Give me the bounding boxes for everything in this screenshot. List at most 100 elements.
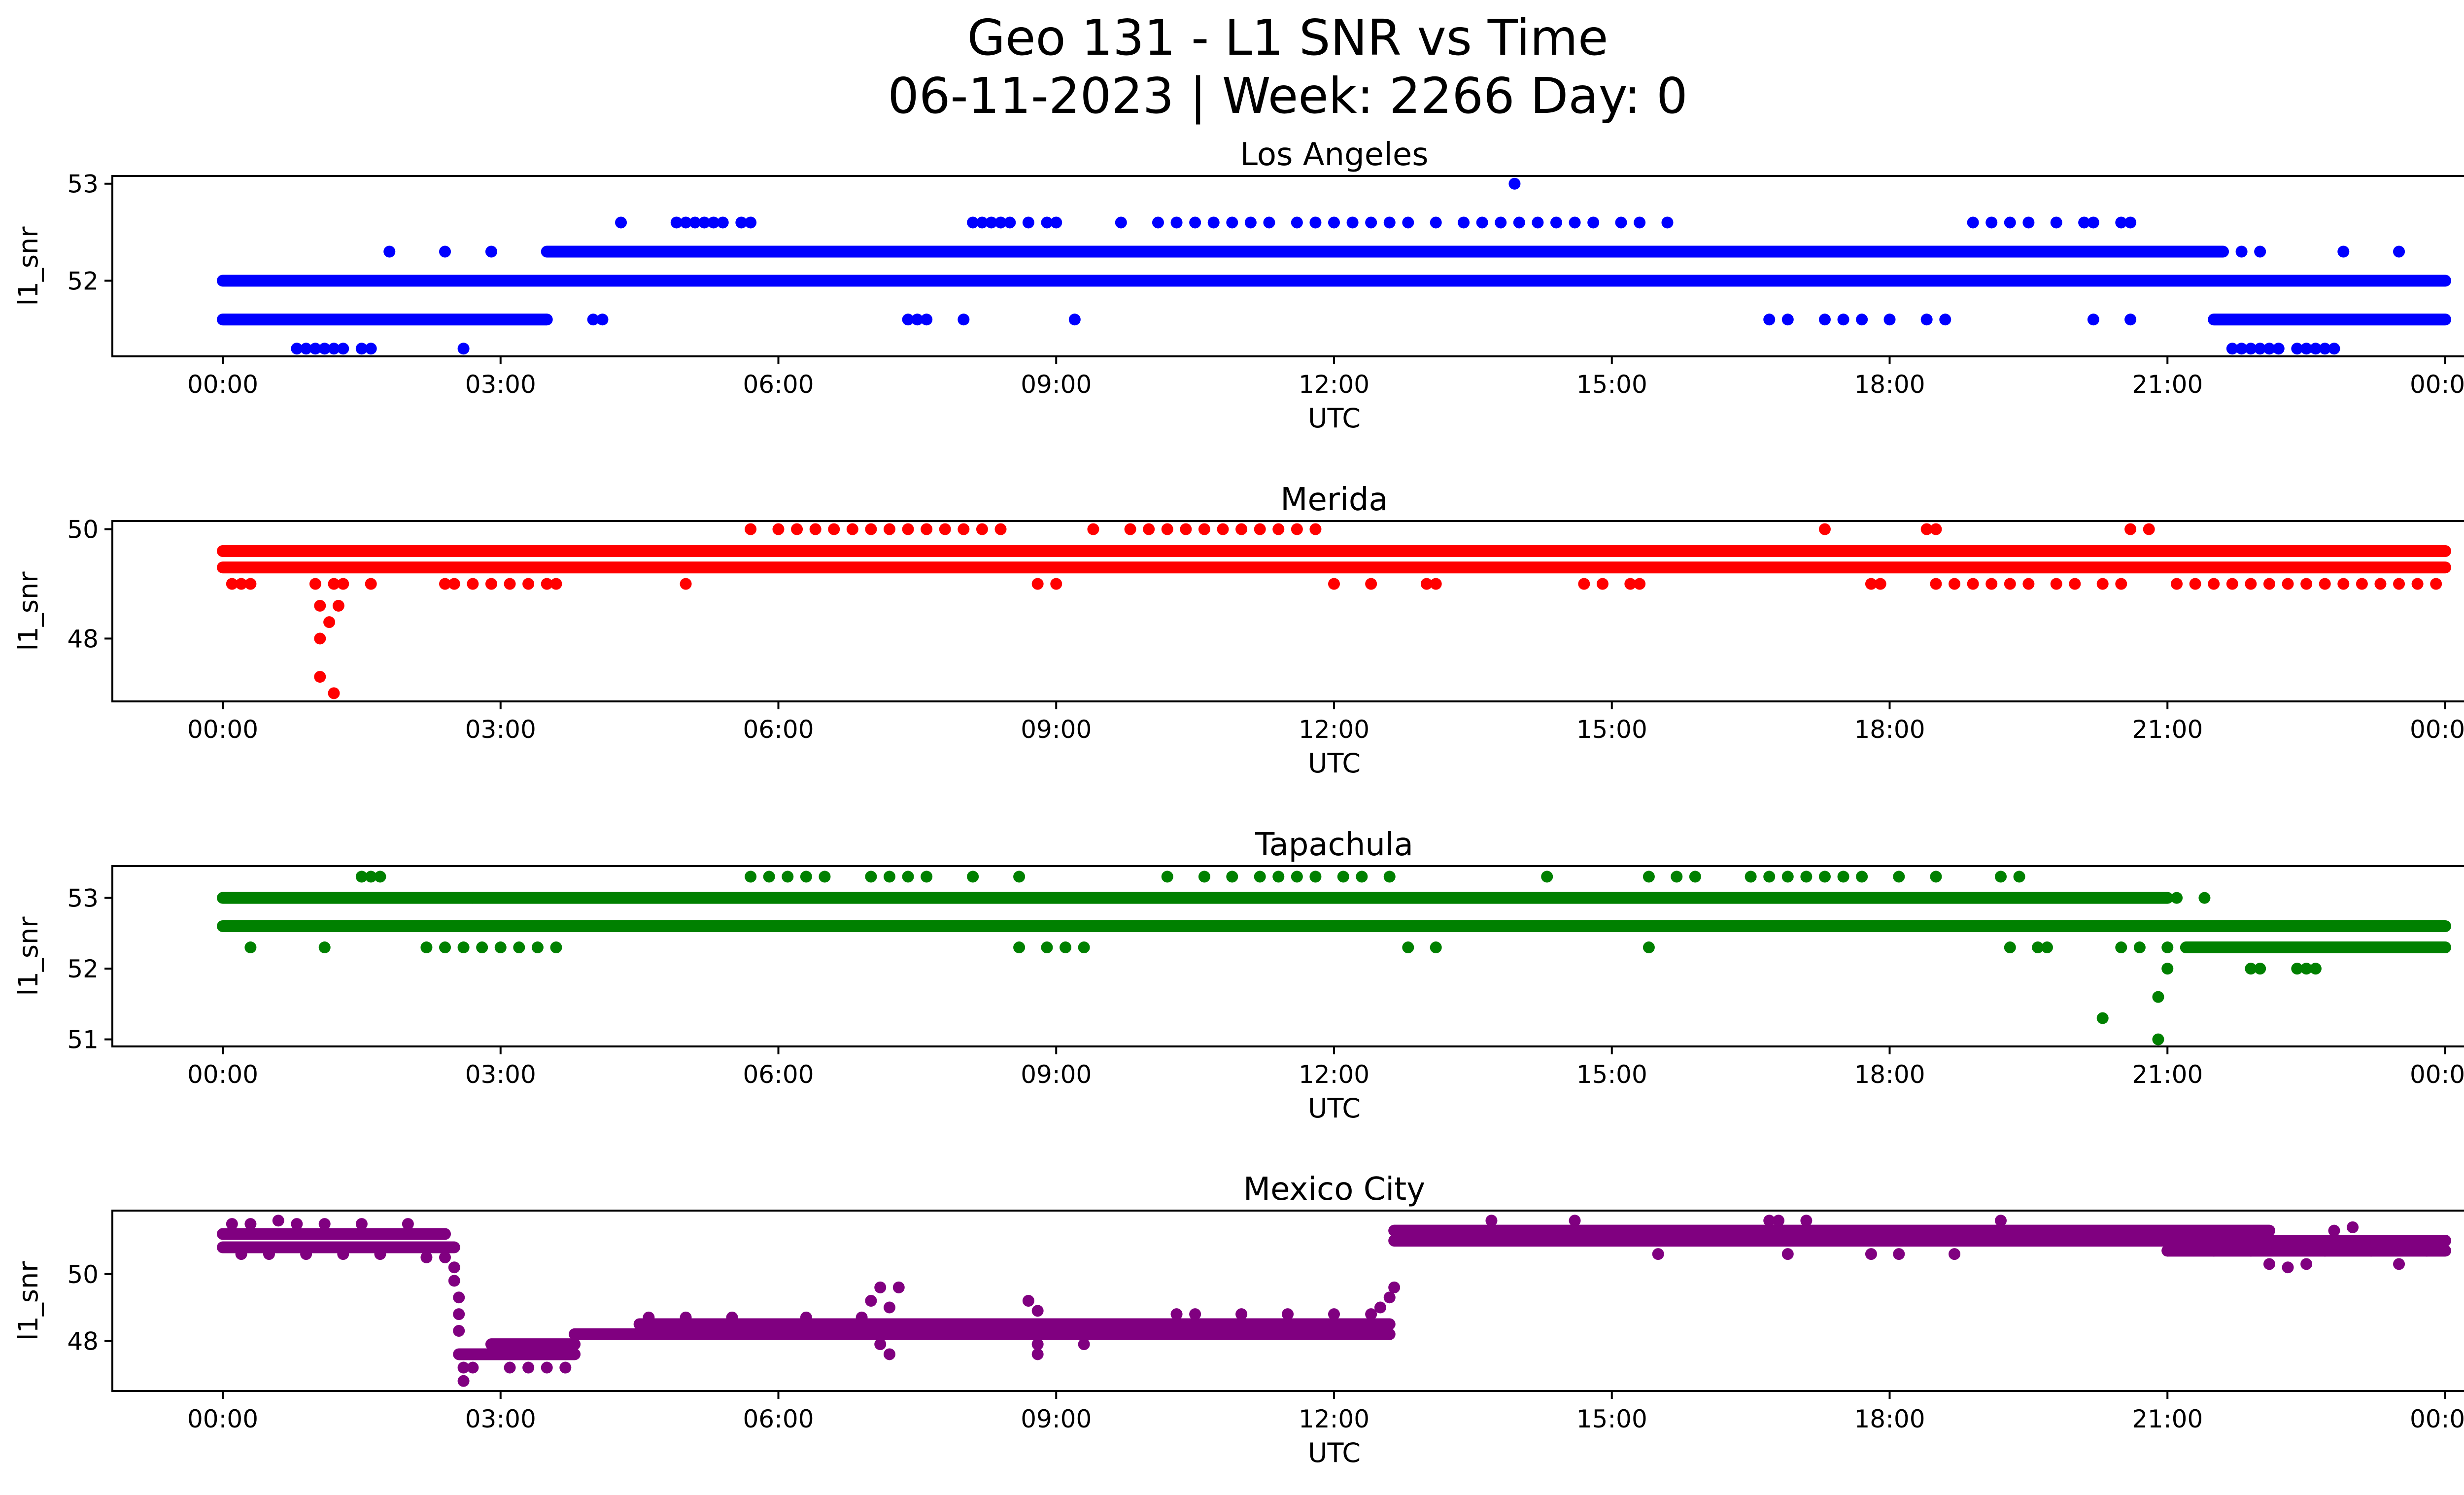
data-point [1291, 870, 1303, 883]
data-point [323, 616, 336, 628]
data-point [1226, 216, 1238, 229]
data-point [921, 523, 933, 535]
data-point [374, 870, 386, 883]
data-point [1587, 216, 1600, 229]
data-point [383, 245, 396, 258]
data-point [541, 578, 553, 590]
data-point [2226, 343, 2238, 355]
data-point [522, 578, 535, 590]
data-point [1161, 523, 1173, 535]
data-point [615, 216, 627, 229]
data-point [1198, 870, 1210, 883]
data-point [884, 870, 895, 883]
data-point [504, 578, 516, 590]
data-point [1383, 216, 1396, 229]
data-point [1634, 578, 1646, 590]
data-point [2356, 578, 2368, 590]
data-point [1365, 1308, 1377, 1321]
data-point [2022, 216, 2035, 229]
data-point [314, 632, 326, 645]
data-point [2411, 578, 2424, 590]
data-point [355, 343, 368, 355]
data-point [2124, 216, 2137, 229]
data-point [1365, 216, 1377, 229]
data-point [1541, 870, 1553, 883]
data-point [2115, 941, 2127, 954]
data-point [2124, 523, 2137, 535]
data-point [1170, 216, 1183, 229]
data-band [217, 1228, 451, 1240]
data-point [541, 1361, 553, 1374]
data-point [2282, 1261, 2294, 1274]
data-point [1031, 1338, 1044, 1351]
data-point [467, 578, 479, 590]
data-point [1874, 578, 1886, 590]
data-point [2078, 216, 2090, 229]
data-point [884, 523, 895, 535]
data-point [2050, 578, 2062, 590]
data-point [1995, 870, 2007, 883]
data-point [365, 870, 377, 883]
data-band [1388, 1224, 2275, 1237]
data-point [226, 1218, 238, 1230]
series-tapachula [217, 870, 2451, 1045]
data-point [1967, 216, 1979, 229]
x-tick-label: 18:00 [1854, 370, 1925, 399]
data-point [355, 870, 368, 883]
data-point [2189, 578, 2201, 590]
data-point [1818, 313, 1831, 326]
data-point [911, 313, 924, 326]
data-point [1143, 523, 1155, 535]
data-point [531, 941, 544, 954]
x-tick-label: 12:00 [1299, 1060, 1369, 1089]
data-point [235, 1248, 247, 1260]
data-point [2430, 578, 2442, 590]
data-point [763, 870, 775, 883]
data-point [1596, 578, 1608, 590]
data-point [1031, 1305, 1044, 1317]
data-point [2004, 216, 2016, 229]
data-point [2254, 343, 2266, 355]
data-point [2328, 343, 2340, 355]
x-tick-label: 00:00 [187, 715, 258, 744]
data-point [2393, 1258, 2405, 1270]
data-point [1272, 870, 1285, 883]
data-point [2096, 1012, 2109, 1024]
data-point [1985, 578, 1998, 590]
data-point [865, 870, 877, 883]
x-tick-label: 06:00 [743, 715, 814, 744]
data-point [976, 523, 988, 535]
data-point [453, 1325, 465, 1337]
data-point [1050, 578, 1062, 590]
data-point [1661, 216, 1674, 229]
data-point [244, 1218, 257, 1230]
data-point [2133, 941, 2146, 954]
data-point [1745, 870, 1757, 883]
data-point [2069, 578, 2081, 590]
data-point [828, 523, 840, 535]
figure-title-line-1: Geo 131 - L1 SNR vs Time [967, 9, 1608, 67]
data-point [1374, 1301, 1386, 1314]
data-point [374, 1248, 386, 1260]
data-band [217, 1241, 460, 1253]
data-point [2198, 892, 2211, 904]
data-point [745, 870, 757, 883]
data-point [448, 1261, 460, 1274]
data-point [467, 1361, 479, 1374]
data-point [1920, 313, 1933, 326]
data-point [1652, 1248, 1664, 1260]
data-point [2161, 963, 2174, 975]
data-point [791, 523, 803, 535]
panel-merida: Merida 00:00 03:00 06:00 09:00 12:00 15:00 18:0… [13, 482, 2464, 779]
data-point [402, 1218, 414, 1230]
data-point [1226, 870, 1238, 883]
data-point [902, 870, 914, 883]
data-point [1309, 216, 1322, 229]
data-point [2328, 1224, 2340, 1237]
panel-title: Mexico City [1243, 1171, 1425, 1208]
data-point [448, 578, 460, 590]
data-point [355, 1218, 368, 1230]
data-point [772, 523, 785, 535]
y-tick-label: 53 [67, 884, 99, 913]
data-point [1263, 216, 1275, 229]
